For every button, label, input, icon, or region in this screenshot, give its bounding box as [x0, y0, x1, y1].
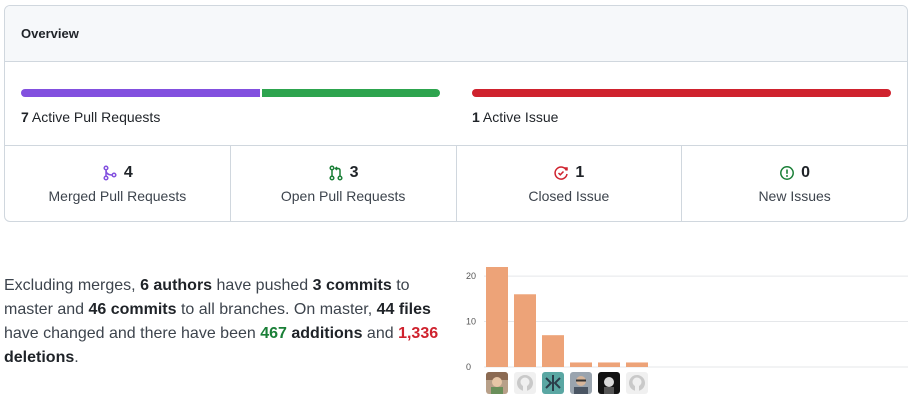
contributor-bar[interactable]	[626, 362, 648, 367]
contributors-bar-chart: 0 10 20	[466, 267, 908, 372]
author-avatar-4[interactable]	[570, 372, 592, 394]
overview-panel: Overview 7 Active Pull Requests 1 Active…	[4, 5, 908, 222]
author-avatar-3[interactable]	[542, 372, 564, 394]
open-count: 3	[349, 164, 359, 181]
closed-count: 1	[575, 164, 585, 181]
y-tick-label: 10	[466, 317, 476, 327]
commit-summary-text: Excluding merges, 6 authors have pushed …	[4, 277, 439, 366]
overview-title: Overview	[21, 26, 79, 41]
active-issue-count: 1	[472, 109, 480, 125]
merged-label: Merged Pull Requests	[48, 188, 187, 204]
active-pull-requests-count: 7	[21, 109, 29, 125]
additions-count: 467	[260, 325, 287, 342]
master-commits-count: 3 commits	[312, 277, 392, 294]
active-issue-label: Active Issue	[482, 109, 559, 125]
author-avatar-5[interactable]	[598, 372, 620, 394]
contributor-bar[interactable]	[542, 335, 564, 367]
new-issues-stat[interactable]: 0 New Issues	[682, 146, 907, 221]
merged-progress-segment[interactable]	[21, 89, 261, 97]
contributor-bar[interactable]	[570, 362, 592, 367]
new-label: New Issues	[758, 188, 831, 204]
author-avatar-2[interactable]	[514, 372, 536, 394]
new-count: 0	[801, 164, 811, 181]
authors-count: 6 authors	[140, 277, 213, 294]
y-tick-label: 20	[466, 271, 476, 281]
open-progress-segment[interactable]	[262, 89, 440, 97]
merged-count: 4	[123, 164, 133, 181]
overview-summary: 7 Active Pull Requests 1 Active Issue	[5, 62, 907, 146]
contributor-bar[interactable]	[514, 294, 536, 367]
active-pull-requests-link[interactable]: 7 Active Pull Requests	[21, 109, 160, 125]
active-issue-link[interactable]: 1 Active Issue	[472, 109, 558, 125]
issues-progress-bar	[472, 89, 891, 97]
git-pull-request-icon	[329, 165, 343, 181]
open-pull-requests-stat[interactable]: 3 Open Pull Requests	[231, 146, 457, 221]
closed-issue-stat[interactable]: 1 Closed Issue	[457, 146, 683, 221]
open-label: Open Pull Requests	[280, 188, 406, 204]
closed-issue-progress-segment[interactable]	[472, 89, 891, 97]
contributor-bar[interactable]	[598, 362, 620, 367]
overview-header: Overview	[5, 6, 907, 62]
author-avatar-6[interactable]	[626, 372, 648, 394]
active-pull-requests-label: Active Pull Requests	[31, 109, 161, 125]
issue-closed-icon	[554, 166, 569, 180]
contributors-chart: 0 10 20	[462, 262, 908, 398]
merged-pull-requests-stat[interactable]: 4 Merged Pull Requests	[5, 146, 231, 221]
contributor-bar[interactable]	[486, 267, 508, 367]
closed-label: Closed Issue	[528, 188, 610, 204]
issue-opened-icon	[780, 166, 795, 180]
files-changed-count: 44 files	[376, 301, 431, 318]
author-avatar-1[interactable]	[486, 372, 508, 394]
additions-word: additions	[286, 325, 363, 342]
deletions-count: 1,336	[398, 325, 439, 342]
all-commits-count: 46 commits	[88, 301, 177, 318]
pull-requests-progress-bar	[21, 89, 440, 97]
deletions-word: deletions	[4, 349, 75, 366]
y-tick-label: 0	[466, 362, 471, 372]
git-merge-icon	[103, 165, 117, 181]
overview-stats: 4 Merged Pull Requests 3 Open Pull Reque…	[5, 146, 907, 221]
